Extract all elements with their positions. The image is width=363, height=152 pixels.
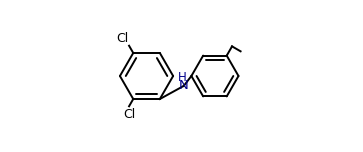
Text: Cl: Cl	[116, 31, 128, 45]
Text: N: N	[179, 79, 189, 92]
Text: H: H	[178, 71, 186, 84]
Text: Cl: Cl	[123, 108, 135, 121]
